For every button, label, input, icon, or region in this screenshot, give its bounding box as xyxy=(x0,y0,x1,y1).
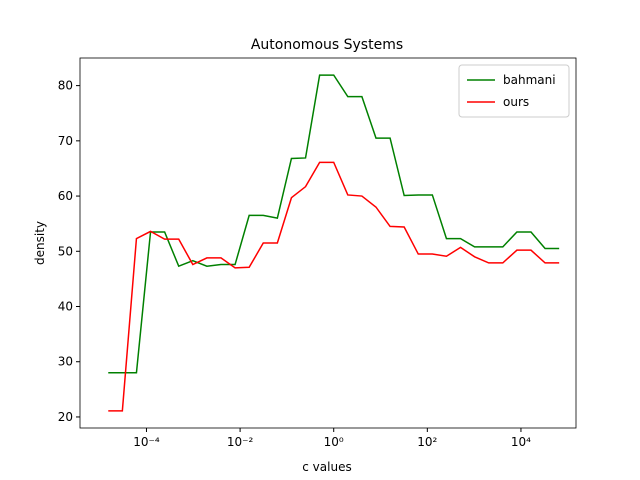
chart-title: Autonomous Systems xyxy=(251,37,403,53)
x-axis-label: c values xyxy=(302,460,351,474)
y-tick-label: 30 xyxy=(58,355,73,369)
y-tick-label: 40 xyxy=(58,300,73,314)
x-tick-label: 10⁴ xyxy=(511,435,531,449)
y-tick-label: 80 xyxy=(58,79,73,93)
plot-frame xyxy=(79,57,577,429)
y-tick-label: 60 xyxy=(58,189,73,203)
legend-label: ours xyxy=(503,95,529,109)
line-series xyxy=(108,161,560,412)
legend-box xyxy=(458,64,570,118)
line-series xyxy=(108,74,560,374)
y-axis-label: density xyxy=(33,221,47,265)
x-tick-label: 10⁻⁴ xyxy=(133,435,160,449)
y-tick-label: 50 xyxy=(58,244,73,258)
legend-label: bahmani xyxy=(503,73,556,87)
x-tick-label: 10⁻² xyxy=(227,435,254,449)
x-tick-label: 10² xyxy=(417,435,437,449)
x-tick-label: 10⁰ xyxy=(324,435,344,449)
y-tick-label: 20 xyxy=(58,410,73,424)
y-tick-label: 70 xyxy=(58,134,73,148)
